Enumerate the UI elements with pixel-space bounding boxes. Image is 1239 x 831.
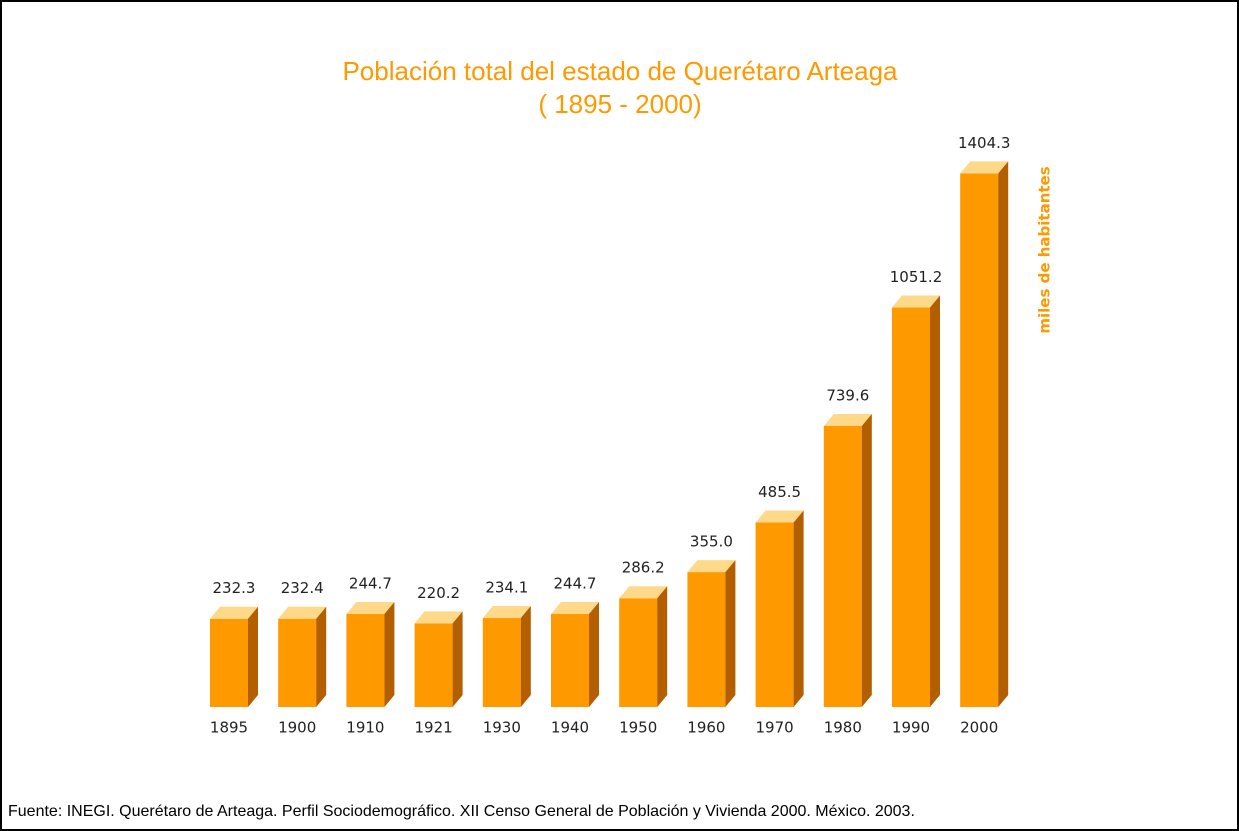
bar-top [687, 560, 736, 573]
bar-side [248, 606, 258, 707]
bar-front [210, 618, 248, 707]
bar-front [551, 614, 589, 707]
bar-top [892, 295, 940, 308]
value-label: 1404.3 [958, 134, 1011, 152]
bar-top [414, 611, 463, 624]
x-tick-label: 1960 [687, 719, 725, 737]
bar-top [210, 606, 258, 619]
bar-side [384, 602, 395, 707]
value-label: 739.6 [826, 386, 869, 404]
x-tick-label: 1895 [210, 719, 248, 737]
bar-front [482, 618, 521, 707]
value-label: 244.7 [349, 575, 392, 593]
x-tick-label: 2000 [960, 719, 998, 737]
bar-front [755, 522, 794, 707]
bar-top [823, 413, 872, 426]
value-label: 220.2 [417, 584, 460, 602]
value-label: 232.3 [213, 579, 256, 597]
bar-top [619, 586, 668, 599]
bar-top [278, 606, 327, 619]
bar-top [755, 510, 804, 523]
x-tick-label: 1930 [483, 719, 521, 737]
bar-front [619, 598, 658, 707]
value-label: 485.5 [758, 483, 801, 501]
bar-front [687, 572, 726, 707]
bar-top [482, 606, 531, 619]
x-tick-label: 1950 [619, 719, 657, 737]
chart-title: Población total del estado de Querétaro … [342, 56, 898, 86]
value-label: 234.1 [485, 579, 528, 597]
bar-side [316, 606, 327, 707]
bar-top [346, 602, 395, 615]
bar-front [346, 614, 385, 707]
bar-front [823, 425, 862, 707]
x-tick-label: 1980 [824, 719, 862, 737]
bar-side [861, 413, 872, 707]
value-label: 232.4 [281, 579, 324, 597]
bar-side [930, 295, 940, 707]
chart-subtitle: ( 1895 - 2000) [538, 89, 701, 119]
bar-top [960, 161, 1009, 174]
x-tick-label: 1900 [278, 719, 316, 737]
bar-side [998, 161, 1009, 708]
value-label: 286.2 [622, 559, 665, 577]
bar-side [589, 602, 599, 707]
x-tick-label: 1970 [756, 719, 794, 737]
bar-side [725, 560, 736, 707]
y-axis-label: miles de habitantes [1036, 166, 1054, 333]
bar-side [657, 586, 668, 707]
x-tick-label: 1940 [551, 719, 589, 737]
bar-side [452, 611, 463, 707]
x-tick-label: 1921 [415, 719, 453, 737]
bar-side [520, 606, 531, 707]
bar-front [278, 618, 317, 707]
value-label: 244.7 [554, 575, 597, 593]
bar-front [960, 173, 999, 708]
value-label: 1051.2 [890, 268, 943, 286]
x-tick-label: 1990 [892, 719, 930, 737]
bar-front [892, 307, 930, 707]
bar-side [793, 510, 804, 707]
bar-top [551, 602, 599, 615]
bar-front [414, 623, 453, 707]
source-note: Fuente: INEGI. Querétaro de Arteaga. Per… [8, 803, 915, 820]
x-tick-label: 1910 [346, 719, 384, 737]
value-label: 355.0 [690, 533, 733, 551]
